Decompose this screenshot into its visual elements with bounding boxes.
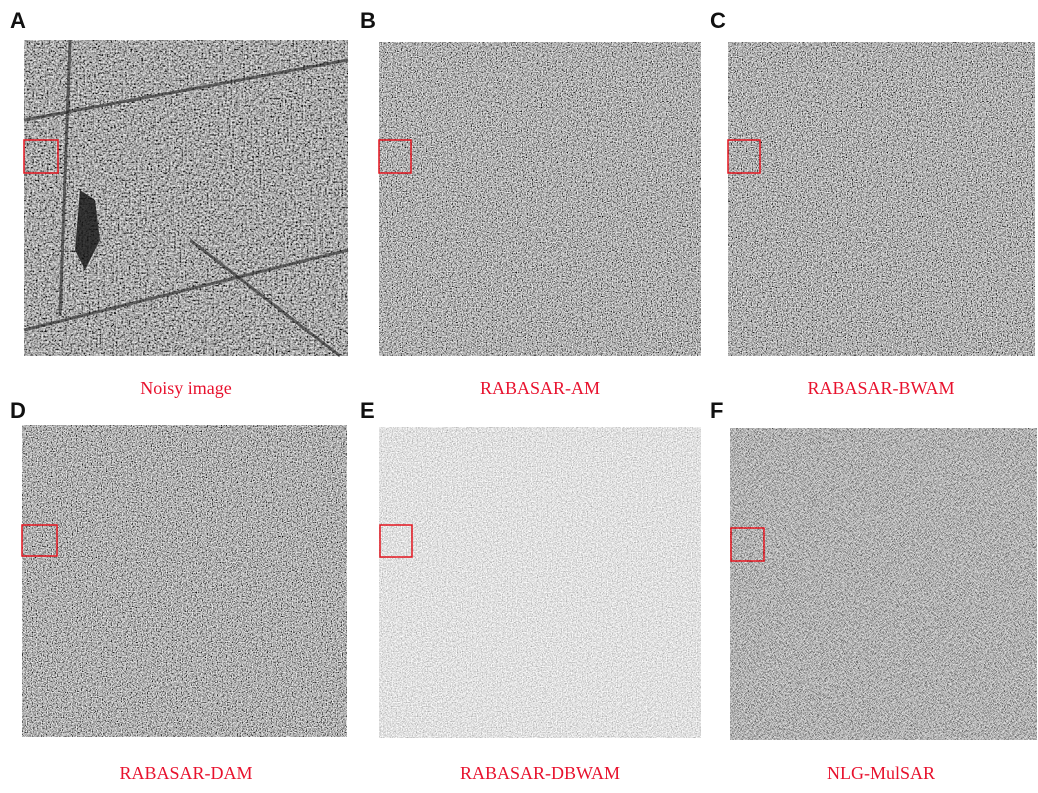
panel-letter: A — [10, 8, 26, 33]
sar-image — [379, 42, 701, 356]
panel-letter: E — [360, 398, 375, 423]
panel: A Noisy image — [10, 8, 348, 398]
panel: F NLG-MulSAR — [710, 398, 1037, 783]
panel-caption: NLG-MulSAR — [827, 763, 935, 783]
panel-caption: RABASAR-AM — [480, 378, 600, 398]
sar-image — [379, 427, 701, 738]
sar-image — [24, 40, 348, 356]
panel-caption: RABASAR-DAM — [119, 763, 252, 783]
panel-letter: D — [10, 398, 26, 423]
panel-caption: RABASAR-DBWAM — [460, 763, 620, 783]
sar-image — [730, 428, 1037, 740]
panel: C RABASAR-BWAM — [710, 8, 1035, 398]
panel: B RABASAR-AM — [360, 8, 701, 398]
sar-image — [728, 42, 1035, 356]
figure: A Noisy image B RABASAR-AM C RABASAR-BWAM D RAB… — [0, 0, 1038, 793]
panel-caption: RABASAR-BWAM — [807, 378, 954, 398]
panel: D RABASAR-DAM — [10, 398, 347, 783]
panel-letter: C — [710, 8, 726, 33]
panel-letter: F — [710, 398, 723, 423]
panel-caption: Noisy image — [140, 378, 232, 398]
panel: E RABASAR-DBWAM — [360, 398, 701, 783]
sar-image — [22, 425, 347, 737]
panel-letter: B — [360, 8, 376, 33]
